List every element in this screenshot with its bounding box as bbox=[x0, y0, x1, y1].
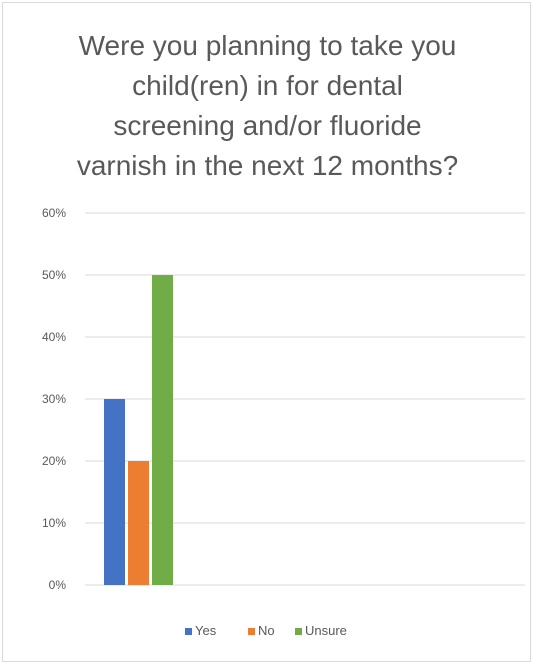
legend-label-no: No bbox=[258, 623, 275, 638]
legend-swatch-yes bbox=[185, 628, 192, 635]
y-tick-label: 50% bbox=[42, 268, 66, 282]
legend-label-unsure: Unsure bbox=[305, 623, 347, 638]
y-tick-label: 10% bbox=[42, 516, 66, 530]
legend-swatch-no bbox=[248, 628, 255, 635]
bar-no bbox=[128, 461, 149, 585]
y-tick-label: 60% bbox=[42, 206, 66, 220]
chart-title-line-1: Were you planning to take you bbox=[78, 30, 457, 61]
bar-yes bbox=[104, 399, 125, 585]
legend-label-yes: Yes bbox=[195, 623, 217, 638]
y-tick-label: 0% bbox=[49, 578, 67, 592]
chart-title-line-4: varnish in the next 12 months? bbox=[76, 150, 459, 181]
y-tick-label: 20% bbox=[42, 454, 66, 468]
chart-frame bbox=[2, 2, 531, 662]
chart-title-line-3: screening and/or fluoride bbox=[113, 110, 422, 141]
legend-swatch-unsure bbox=[295, 628, 302, 635]
chart-title: Were you planning to take you child(ren)… bbox=[30, 26, 505, 186]
bar-unsure bbox=[152, 275, 173, 585]
y-tick-label: 40% bbox=[42, 330, 66, 344]
chart-title-line-2: child(ren) in for dental bbox=[132, 70, 403, 101]
y-tick-label: 30% bbox=[42, 392, 66, 406]
